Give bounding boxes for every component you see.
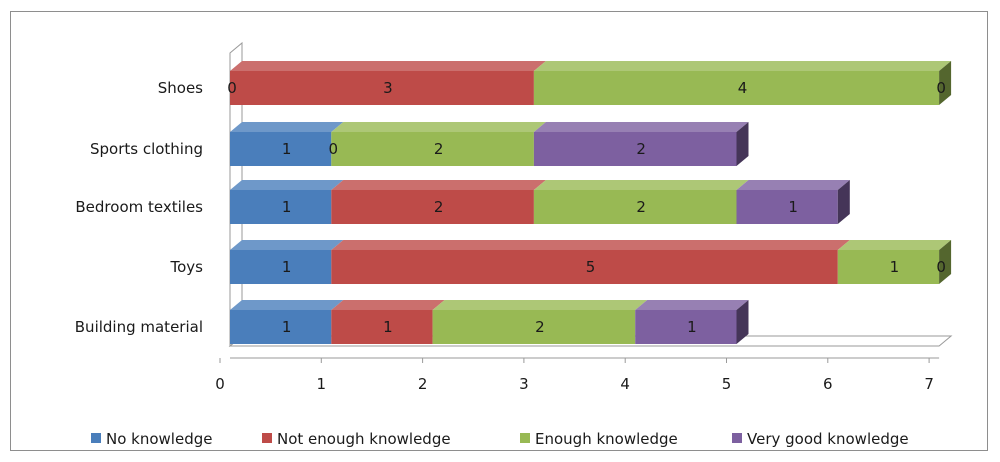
x-tick-label: 6	[823, 375, 833, 393]
bar-group-building-material: 1 1 2 1	[230, 300, 749, 344]
data-label: 1	[890, 258, 900, 276]
bar-end-cap	[939, 240, 952, 284]
bar-segment-very-good-knowledge	[736, 190, 838, 224]
bar-segment-no-knowledge	[230, 132, 332, 166]
bar-segment-top	[230, 61, 546, 71]
data-label: 1	[282, 140, 292, 158]
bar-segment-top	[331, 122, 546, 132]
bar-segment-enough-knowledge	[331, 132, 534, 166]
bar-segment-enough-knowledge	[432, 310, 636, 344]
data-label: 1	[687, 318, 697, 336]
legend: No knowledge Not enough knowledge Enough k…	[91, 430, 909, 448]
data-label: 5	[586, 258, 596, 276]
x-tick-label: 2	[418, 375, 428, 393]
x-tick-label: 5	[722, 375, 732, 393]
data-label: 2	[434, 140, 444, 158]
data-label: 1	[282, 258, 292, 276]
bar-segment-top	[635, 300, 749, 310]
legend-label: Not enough knowledge	[277, 430, 451, 448]
bar-segment-enough-knowledge	[533, 71, 940, 105]
bar-segment-top	[230, 240, 344, 250]
bar-segment-top	[230, 300, 344, 310]
category-labels: Building material Toys Bedroom textiles Spo…	[75, 79, 203, 336]
bar-segment-top	[331, 180, 546, 190]
bar-segment-no-knowledge	[230, 250, 332, 284]
bar-segment-top	[331, 300, 445, 310]
bar-segment-top	[230, 180, 344, 190]
data-label: 0	[227, 79, 237, 97]
bar-segment-very-good-knowledge	[533, 132, 737, 166]
data-label: 0	[329, 140, 339, 158]
bar-segment-top	[533, 61, 952, 71]
bar-segment-top	[736, 180, 850, 190]
bar-group-shoes: 0 3 4 0	[227, 61, 952, 105]
legend-swatch	[262, 433, 272, 443]
x-tick-label: 3	[519, 375, 529, 393]
bar-segment-top	[837, 240, 952, 250]
data-label: 1	[282, 198, 292, 216]
bar-segment-top	[533, 122, 749, 132]
data-label: 1	[282, 318, 292, 336]
bar-group-sports-clothing: 1 0 2 2	[230, 122, 749, 166]
x-tick-label: 1	[317, 375, 327, 393]
legend-label: Enough knowledge	[535, 430, 678, 448]
category-label-toys: Toys	[170, 258, 204, 276]
bar-segment-enough-knowledge	[533, 190, 737, 224]
x-tick-label: 0	[215, 375, 225, 393]
bar-segment-no-knowledge	[230, 190, 332, 224]
legend-swatch	[732, 433, 742, 443]
bar-segment-not-enough-knowledge	[331, 190, 534, 224]
data-label: 2	[636, 140, 646, 158]
category-label-shoes: Shoes	[158, 79, 203, 97]
data-label: 0	[936, 258, 946, 276]
x-tick-label: 4	[620, 375, 630, 393]
category-label-bedroom-textiles: Bedroom textiles	[75, 198, 203, 216]
data-label: 1	[788, 198, 798, 216]
legend-label: Very good knowledge	[747, 430, 909, 448]
bar-end-cap	[837, 180, 850, 224]
legend-item-enough-knowledge: Enough knowledge	[520, 430, 678, 448]
bar-segment-top	[230, 122, 344, 132]
legend-item-no-knowledge: No knowledge	[91, 430, 212, 448]
bar-segment-not-enough-knowledge	[331, 250, 838, 284]
bar-segment-no-knowledge	[230, 310, 332, 344]
x-axis: 0 1 2 3 4 5 6 7	[215, 357, 940, 393]
x-tick-label: 7	[924, 375, 934, 393]
bar-segment-top	[331, 240, 850, 250]
legend-item-very-good-knowledge: Very good knowledge	[732, 430, 909, 448]
bar-segment-top	[432, 300, 648, 310]
bar-segment-top	[533, 180, 749, 190]
legend-swatch	[520, 433, 530, 443]
legend-item-not-enough-knowledge: Not enough knowledge	[262, 430, 451, 448]
legend-label: No knowledge	[106, 430, 212, 448]
data-label: 2	[636, 198, 646, 216]
data-label: 2	[434, 198, 444, 216]
bar-series: 1 1 2 11 5 1 01 2 2 11 0 2 20 3 4 0	[227, 61, 952, 344]
category-label-building-material: Building material	[75, 318, 203, 336]
data-label: 1	[383, 318, 393, 336]
bar-segment-very-good-knowledge	[635, 310, 737, 344]
data-label: 3	[383, 79, 393, 97]
bar-segment-not-enough-knowledge	[230, 71, 534, 105]
category-label-sports-clothing: Sports clothing	[90, 140, 203, 158]
data-label: 4	[738, 79, 748, 97]
bar-segment-not-enough-knowledge	[331, 310, 433, 344]
bar-group-bedroom-textiles: 1 2 2 1	[230, 180, 850, 224]
data-label: 0	[936, 79, 946, 97]
bar-segment-enough-knowledge	[837, 250, 940, 284]
data-label: 2	[535, 318, 545, 336]
bar-end-cap	[736, 122, 749, 166]
bar-end-cap	[736, 300, 749, 344]
legend-swatch	[91, 433, 101, 443]
bar-end-cap	[939, 61, 952, 105]
